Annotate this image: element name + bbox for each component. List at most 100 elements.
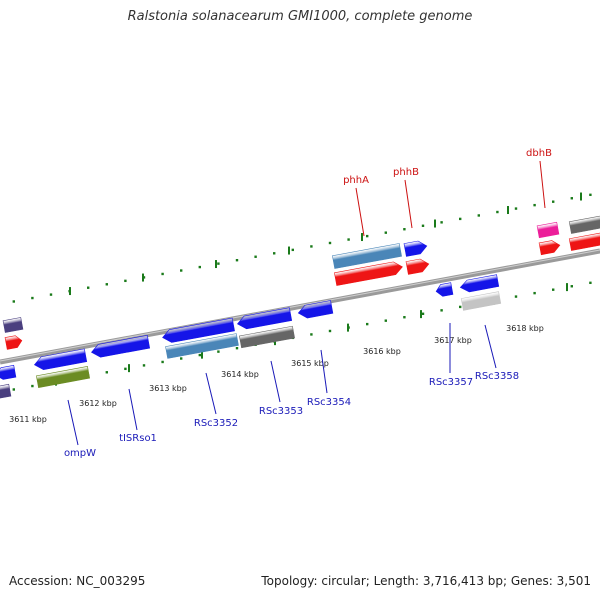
lower-scale-minor-tick <box>421 312 425 315</box>
upper-scale-minor-tick <box>477 214 480 217</box>
gene-arrow-phhb-red <box>405 258 430 275</box>
genome-summary-text: Topology: circular; Length: 3,716,413 bp… <box>261 574 591 588</box>
lower-scale-minor-tick <box>12 388 15 391</box>
upper-scale-minor-tick <box>403 228 406 231</box>
lower-scale-minor-tick <box>533 291 536 295</box>
gene-phhb-label: phhB <box>393 167 419 178</box>
lower-scale-minor-tick <box>328 329 332 333</box>
gene-rsc3358-leader-line <box>484 324 497 369</box>
rna-box-dbhb <box>536 221 560 239</box>
gene-rsc3357-label: RSc3357 <box>429 377 473 388</box>
lower-scale-minor-tick <box>552 288 555 291</box>
upper-scale-minor-tick <box>291 248 294 252</box>
upper-scale-minor-tick <box>31 296 34 300</box>
upper-scale-minor-tick <box>440 221 443 224</box>
upper-scale-minor-tick <box>273 252 276 255</box>
gene-rsc3352-leader-line <box>205 372 217 415</box>
upper-scale-minor-tick <box>366 234 369 238</box>
gene-arrow-left-edge <box>0 364 17 380</box>
upper-scale-minor-tick <box>217 262 220 265</box>
upper-scale-minor-tick <box>161 272 164 276</box>
gene-rsc3352-label: RSc3352 <box>194 418 238 429</box>
lower-scale-minor-tick <box>235 346 239 350</box>
upper-scale-minor-tick <box>514 207 518 210</box>
upper-scale-minor-tick <box>254 255 257 258</box>
upper-scale-minor-tick <box>235 258 239 262</box>
rna-box-phha <box>332 243 402 269</box>
upper-scale-minor-tick <box>180 269 183 272</box>
upper-scale-minor-tick <box>384 231 387 234</box>
scale-label: 3615 kbp <box>291 359 329 368</box>
gene-ompw-leader-line <box>67 399 79 446</box>
lower-scale-minor-tick <box>310 333 313 336</box>
gene-rsc3353-label: RSc3353 <box>259 406 303 417</box>
gene-arrow-dbhb <box>538 240 561 256</box>
lower-scale-minor-tick <box>459 305 462 309</box>
gene-dbhb-label: dbhB <box>526 148 552 159</box>
scale-label: 3614 kbp <box>221 370 259 379</box>
lower-scale-minor-tick <box>366 322 369 326</box>
rna-box-ompw <box>35 366 91 388</box>
lower-scale-minor-tick <box>180 357 183 360</box>
gene-dbhb-leader-line <box>539 160 546 209</box>
lower-scale-minor-tick <box>514 295 518 298</box>
lower-scale-minor-tick <box>440 309 443 312</box>
gene-rsc3353-leader-line <box>270 360 281 403</box>
upper-scale-minor-tick <box>12 300 15 303</box>
gene-arrow-rsc3358 <box>459 274 500 293</box>
scale-label: 3618 kbp <box>506 324 544 333</box>
scale-label: 3616 kbp <box>363 347 401 356</box>
rna-box-right-edge <box>568 214 600 234</box>
gene-phha-leader-line <box>355 187 365 237</box>
gene-tisrso1-label: tISRso1 <box>119 433 157 444</box>
upper-scale-minor-tick <box>496 210 499 214</box>
gene-rsc3358-label: RSc3358 <box>475 371 519 382</box>
rna-box-left-edge <box>0 383 12 401</box>
gene-arrow-ompw <box>33 348 88 370</box>
upper-scale-minor-tick <box>421 224 425 227</box>
rna-box-rsc3352 <box>165 333 239 359</box>
upper-scale-minor-tick <box>533 203 536 207</box>
upper-scale-minor-tick <box>49 293 53 296</box>
accession-text: Accession: NC_003295 <box>9 574 146 588</box>
rna-box-upper-left <box>2 317 24 333</box>
gene-arrow-rsc3357 <box>435 282 454 297</box>
upper-scale-minor-tick <box>328 241 332 245</box>
scale-label: 3612 kbp <box>79 399 117 408</box>
rna-box-rsc3353 <box>239 325 295 349</box>
gene-arrow-right-edge <box>568 232 600 251</box>
gene-arrow-rsc3353 <box>236 307 293 330</box>
gene-arrow-phhb <box>403 240 428 257</box>
gene-arrow-rsc3354 <box>297 300 334 319</box>
scale-label: 3613 kbp <box>149 384 187 393</box>
gene-rsc3354-label: RSc3354 <box>307 397 351 408</box>
upper-scale-minor-tick <box>87 286 90 289</box>
gene-tisrso1-leader-line <box>128 388 138 431</box>
gene-rsc3354-leader-line <box>320 349 328 394</box>
lower-scale-minor-tick <box>161 360 164 364</box>
gene-arrow-tisrso1 <box>91 334 151 358</box>
lower-scale-minor-tick <box>142 364 146 367</box>
upper-scale-minor-tick <box>124 279 127 283</box>
upper-scale-minor-tick <box>570 197 573 200</box>
scale-label: 3611 kbp <box>9 415 47 424</box>
gene-arrow-phha <box>334 261 403 286</box>
lower-scale-minor-tick <box>105 371 108 374</box>
gene-ompw-label: ompW <box>64 448 96 459</box>
upper-scale-minor-tick <box>552 200 555 203</box>
upper-scale-minor-tick <box>347 238 350 241</box>
lower-scale-minor-tick <box>217 350 220 353</box>
lower-scale-minor-tick <box>198 353 201 357</box>
genome-title: Ralstonia solanacearum GMI1000, complete… <box>127 9 473 24</box>
lower-scale-minor-tick <box>384 319 387 322</box>
lower-scale-minor-tick <box>589 281 592 285</box>
upper-scale-minor-tick <box>105 283 108 286</box>
upper-scale-minor-tick <box>459 217 462 221</box>
upper-scale-minor-tick <box>198 265 201 269</box>
gene-phhb-leader-line <box>404 179 413 229</box>
gene-arrow-rsc3352 <box>162 317 235 343</box>
lower-scale-minor-tick <box>31 384 34 388</box>
upper-scale-minor-tick <box>310 245 313 248</box>
upper-scale-minor-tick <box>589 193 592 197</box>
